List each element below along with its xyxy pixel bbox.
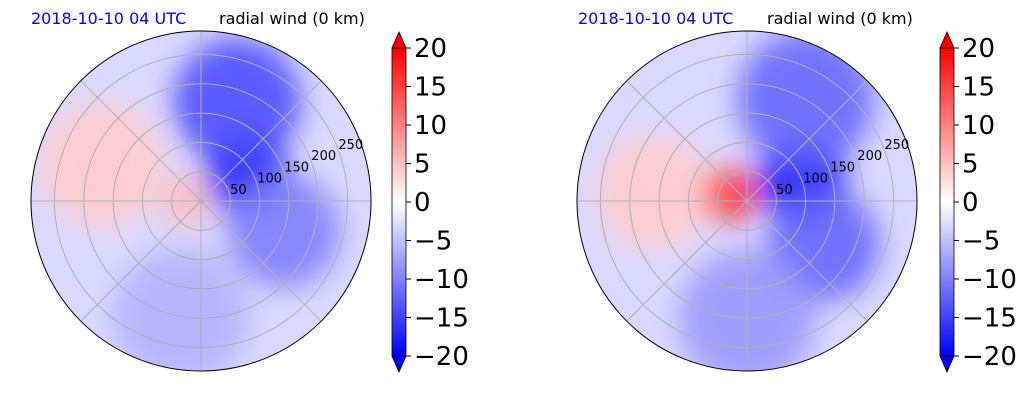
grid-spoke-45 (746, 80, 868, 202)
r-tick-label-100: 100 (803, 172, 828, 187)
colorbar-tick-label-6: −10 (962, 265, 1017, 295)
colorbar-tick-label-6: −10 (414, 265, 469, 295)
r-tick-label-50: 50 (776, 183, 793, 198)
colorbar-extend-max (939, 31, 955, 49)
colorbar-gradient (939, 47, 955, 357)
r-tick-label-50: 50 (230, 183, 247, 198)
colorbar-tick-label-4: 0 (962, 188, 979, 218)
field-blob-4 (173, 38, 301, 166)
colorbar-extend-max (391, 31, 407, 49)
field-blob-2 (703, 167, 758, 223)
colorbar-tick-label-1: 15 (962, 73, 995, 103)
field-blob-1 (595, 134, 713, 252)
colorbar-gradient (391, 47, 407, 357)
colorbar-tick-label-7: −15 (414, 304, 469, 334)
colorbar-tick-label-8: −20 (414, 342, 469, 372)
r-tick-label-150: 150 (830, 160, 855, 175)
polar-outline (576, 30, 918, 372)
grid-spoke-315 (200, 200, 322, 322)
colorbar-tick-label-3: 5 (962, 150, 979, 180)
colorbar-extend-min (391, 355, 407, 373)
grid-spoke-225 (626, 200, 748, 322)
r-tick-label-250: 250 (884, 138, 909, 153)
r-tick-label-100: 100 (257, 172, 282, 187)
title-variable: radial wind (0 km) (219, 9, 365, 28)
r-tick-label-200: 200 (311, 149, 336, 164)
r-tick-label-250: 250 (338, 138, 363, 153)
colorbar-tick-label-2: 10 (962, 111, 995, 141)
grid-spoke-315 (746, 200, 868, 322)
colorbar-tick-label-2: 10 (414, 111, 447, 141)
grid-spoke-135 (80, 80, 202, 202)
colorbar-tick-label-4: 0 (414, 188, 431, 218)
colorbar-extend-min (939, 355, 955, 373)
colorbar-tick-label-0: 20 (414, 34, 447, 64)
colorbar-tick-label-3: 5 (414, 150, 431, 180)
grid-spoke-225 (80, 200, 202, 322)
grid-spoke-135 (626, 80, 748, 202)
colorbar-1: 20 15 10 5 0 −5 −10 −15 −20 (391, 31, 469, 373)
colorbar-tick-label-1: 15 (414, 73, 447, 103)
colorbar-tick-label-5: −5 (414, 227, 452, 257)
colorbar-tick-label-8: −20 (962, 342, 1017, 372)
title-date: 2018-10-10 04 UTC (31, 9, 186, 28)
title-variable: radial wind (0 km) (767, 9, 913, 28)
colorbar-tick-label-7: −15 (962, 304, 1017, 334)
grid-spoke-45 (200, 80, 322, 202)
title-date: 2018-10-10 04 UTC (578, 9, 733, 28)
colorbar-tick-label-0: 20 (962, 34, 995, 64)
colorbar-2: 20 15 10 5 0 −5 −10 −15 −20 (939, 31, 1017, 373)
r-tick-label-150: 150 (284, 160, 309, 175)
colorbar-tick-label-5: −5 (962, 227, 1000, 257)
field-blob-1 (38, 101, 166, 229)
r-tick-label-200: 200 (857, 149, 882, 164)
polar-outline (30, 30, 372, 372)
